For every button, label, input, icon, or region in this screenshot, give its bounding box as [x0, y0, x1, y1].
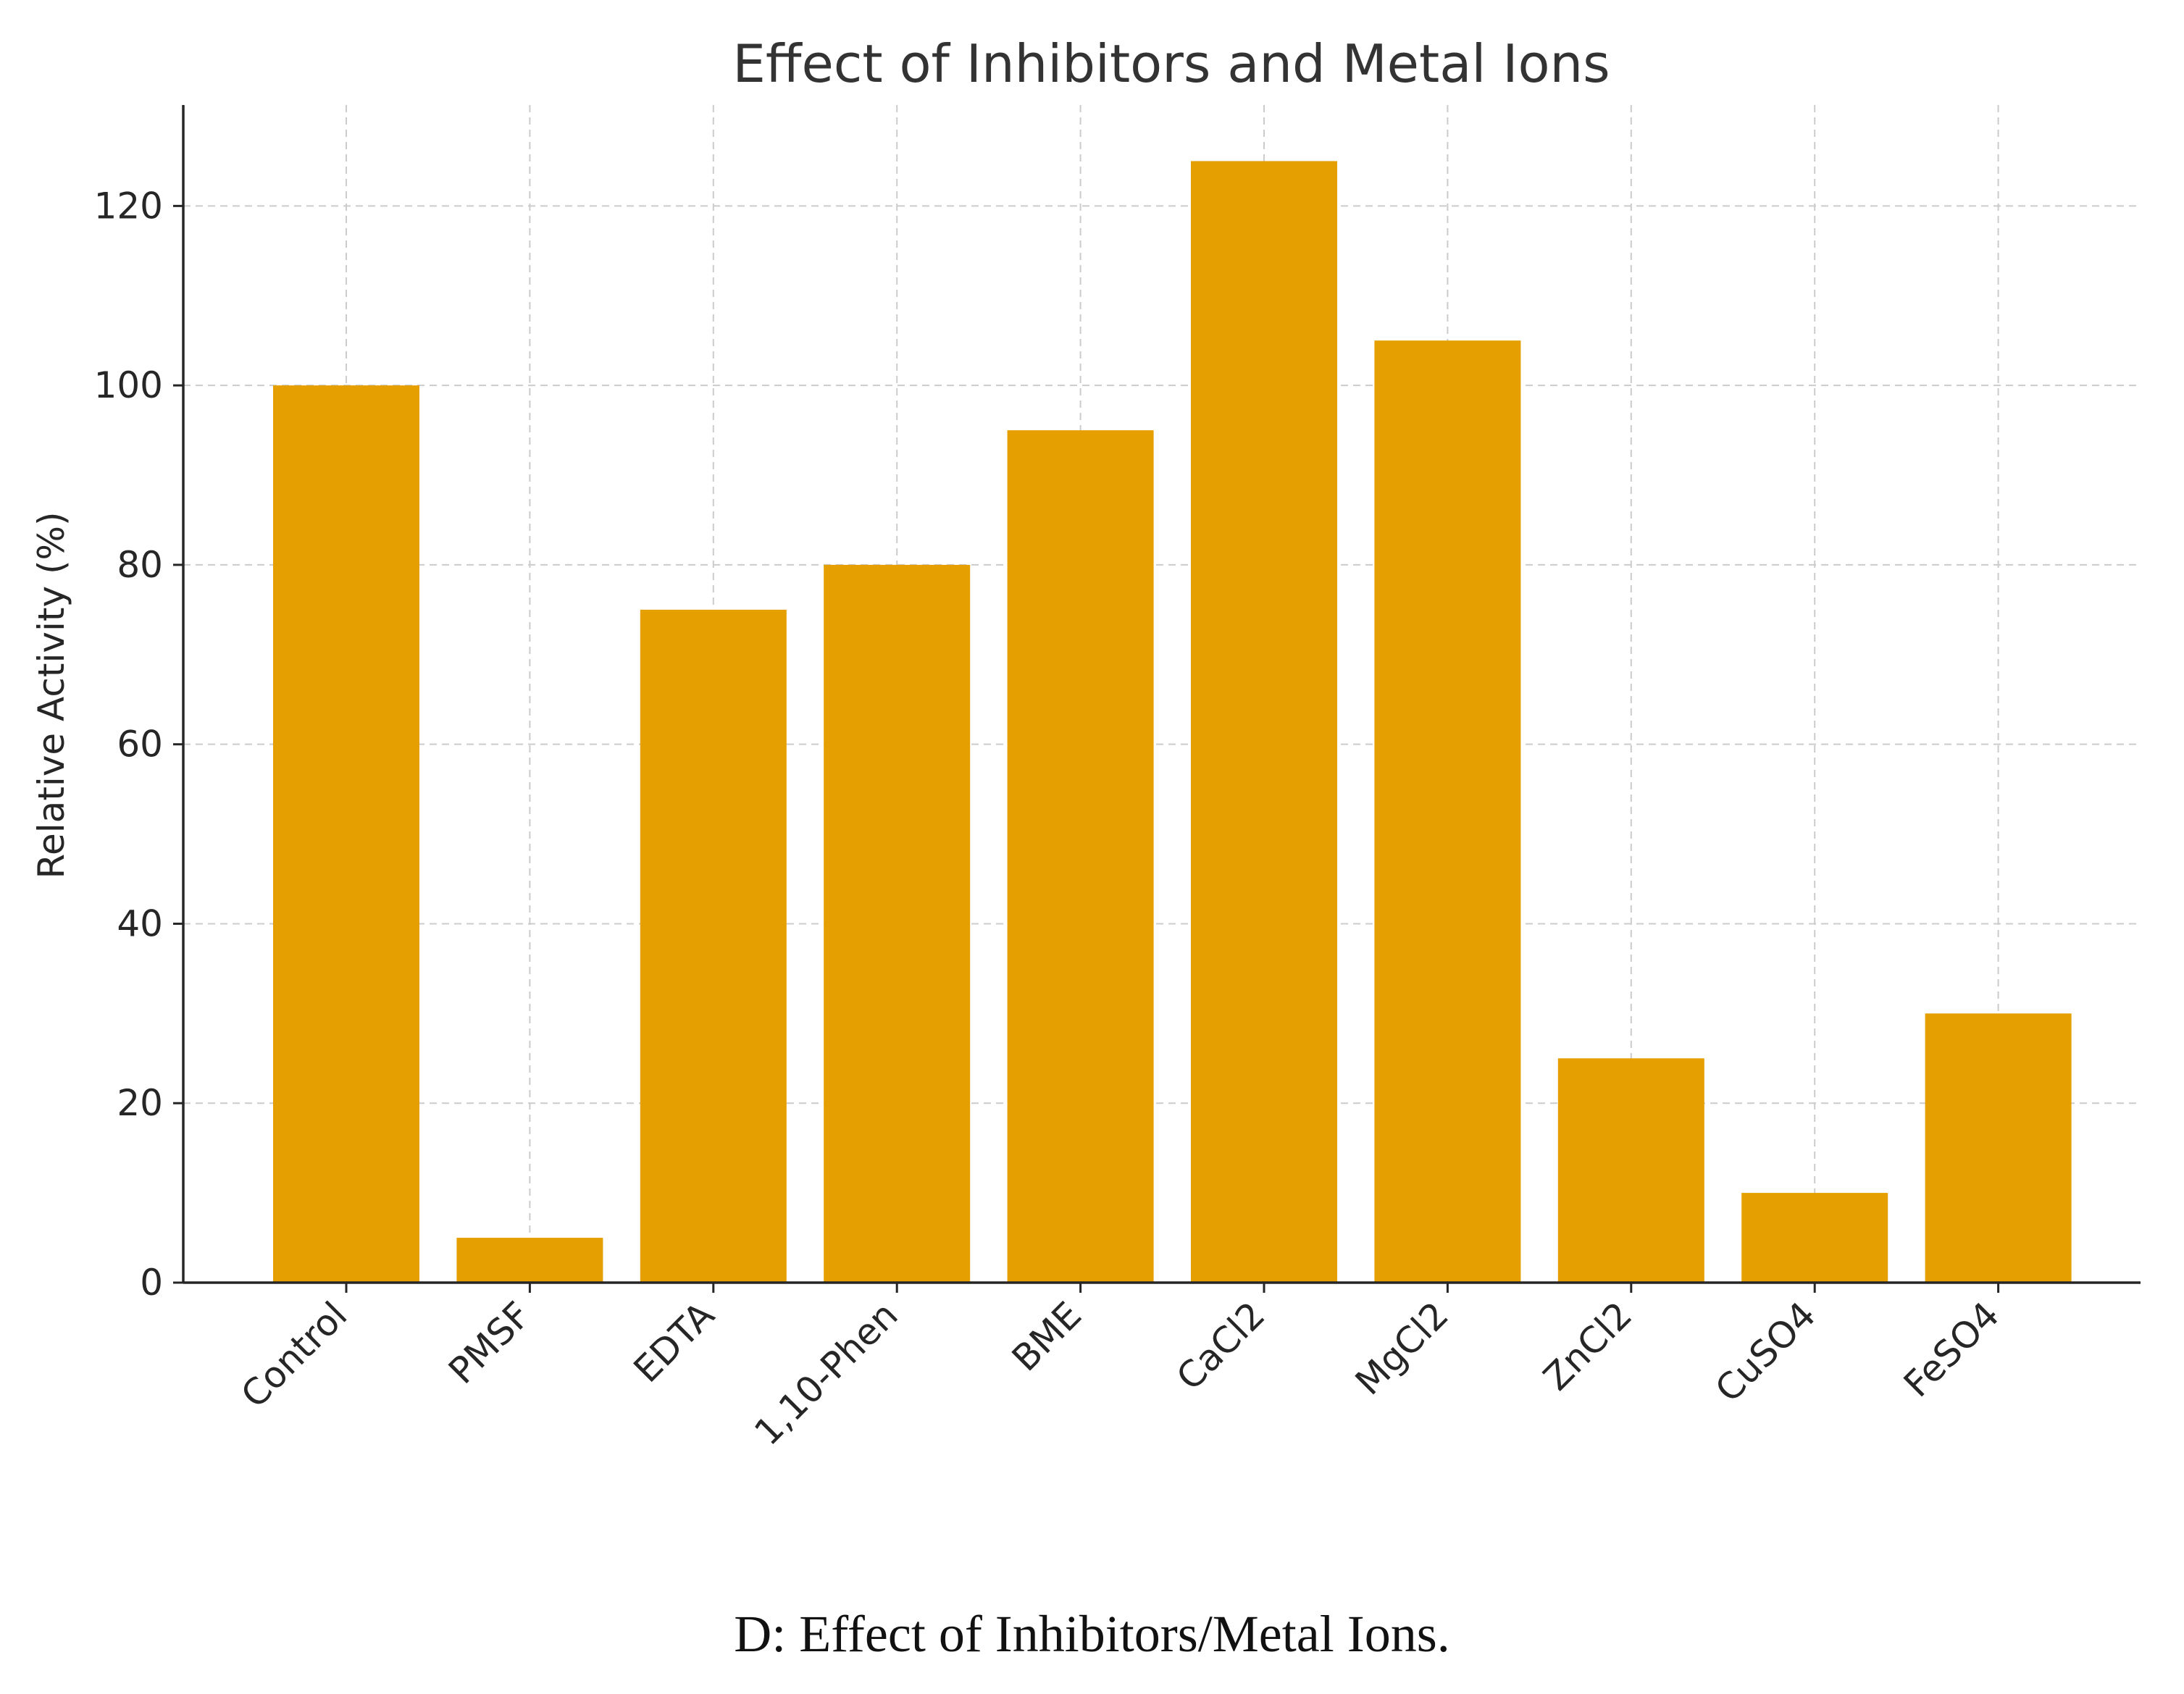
x-tick-label: BME [1004, 1293, 1089, 1379]
y-tick-label: 0 [140, 1262, 163, 1304]
y-tick-label: 120 [94, 185, 163, 227]
bar-FeSO4 [1925, 1013, 2072, 1283]
grid-lines [183, 105, 2141, 1283]
bar-EDTA [640, 609, 787, 1283]
figure-caption: D: Effect of Inhibitors/Metal Ions. [734, 1605, 1450, 1663]
x-tick-label: Control [233, 1293, 356, 1416]
bar-CuSO4 [1741, 1193, 1888, 1283]
x-tick-label: ZnCl2 [1536, 1293, 1641, 1399]
x-tick-label: 1,10-Phen [746, 1293, 905, 1453]
bar-BME [1007, 430, 1154, 1283]
y-axis-label: Relative Activity (%) [30, 512, 72, 879]
y-tick-label: 40 [117, 902, 163, 944]
x-tick-label: CaCl2 [1168, 1293, 1273, 1398]
axes [182, 105, 2141, 1284]
bar-ZnCl2 [1557, 1058, 1704, 1283]
bar-1,10-Phen [824, 564, 971, 1283]
x-tick-label: PMSF [440, 1293, 539, 1392]
bar-CaCl2 [1191, 161, 1337, 1283]
y-tick-label: 60 [117, 724, 163, 766]
bar-PMSF [456, 1238, 603, 1283]
x-tick-label: MgCl2 [1347, 1293, 1457, 1403]
x-tick-label: CuSO4 [1707, 1293, 1824, 1410]
y-tick-label: 20 [117, 1082, 163, 1124]
y-tick-label: 100 [94, 364, 163, 406]
bar-Control [273, 385, 419, 1283]
x-tick-label: FeSO4 [1896, 1293, 2007, 1405]
bar-MgCl2 [1374, 340, 1521, 1283]
y-tick-label: 80 [117, 544, 163, 586]
bars [273, 161, 2072, 1283]
chart-title: Effect of Inhibitors and Metal Ions [732, 33, 1610, 94]
x-tick-label: EDTA [626, 1293, 723, 1391]
